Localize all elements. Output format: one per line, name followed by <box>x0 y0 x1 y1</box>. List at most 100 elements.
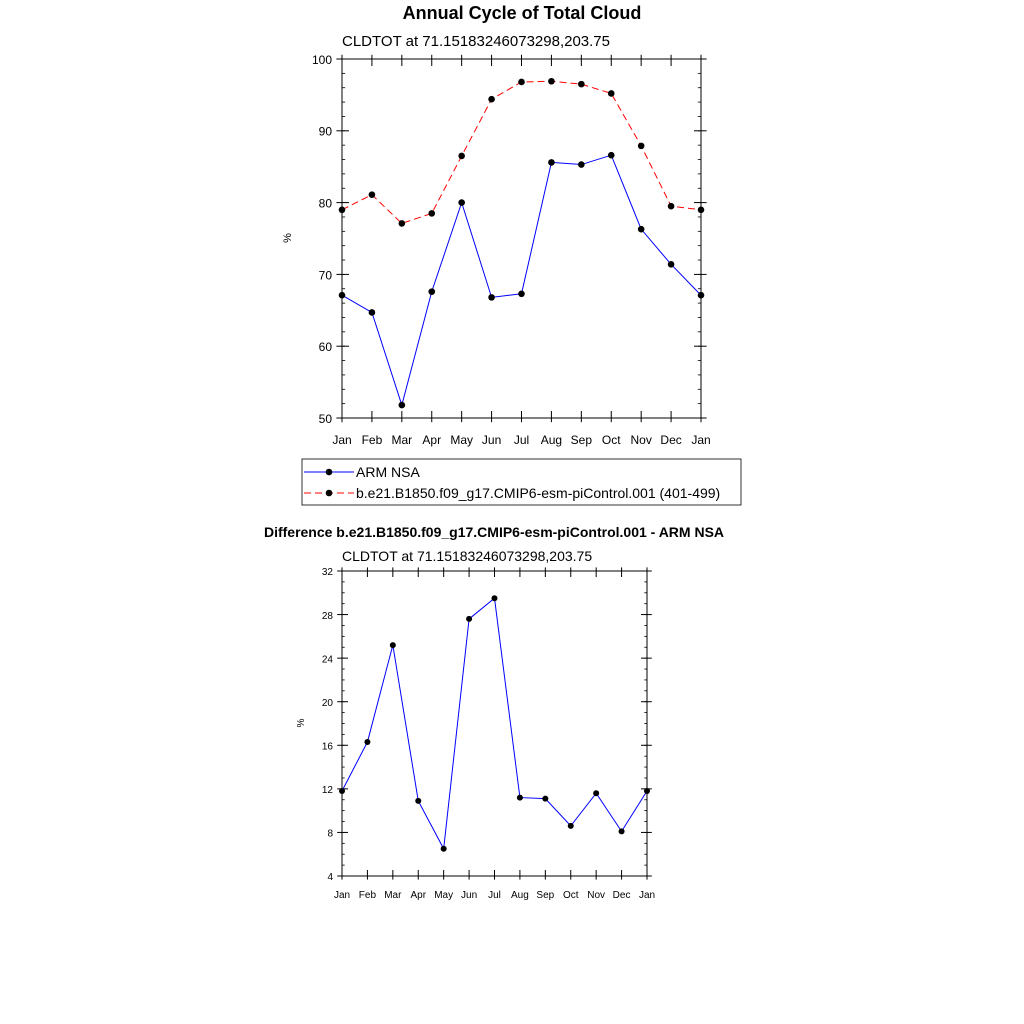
data-point <box>389 642 396 649</box>
legend-item-model: b.e21.B1850.f09_g17.CMIP6-esm-piControl.… <box>304 485 720 501</box>
legend-item-arm-nsa: ARM NSA <box>304 464 420 480</box>
plot-area-frame <box>341 58 702 419</box>
x-tick-label: Apr <box>410 890 426 901</box>
x-tick-label: Oct <box>563 890 579 901</box>
data-point <box>338 291 346 299</box>
x-tick-label: Mar <box>384 890 402 901</box>
data-point <box>415 797 422 804</box>
data-point <box>518 290 525 298</box>
x-tick-label: May <box>450 433 473 447</box>
data-point <box>466 615 473 622</box>
plot-area-frame <box>341 570 648 877</box>
data-point <box>488 294 495 301</box>
x-tick-label: Nov <box>630 433 651 447</box>
x-tick-label: Apr <box>422 433 441 447</box>
data-point <box>637 142 645 150</box>
data-point <box>458 152 465 160</box>
chart-subtitle: CLDTOT at 71.15183246073298,203.75 <box>342 548 592 564</box>
x-tick-label: Jul <box>488 890 501 901</box>
data-point <box>516 794 523 801</box>
x-tick-label: Dec <box>613 890 631 901</box>
data-point <box>667 261 675 268</box>
data-point <box>428 288 436 295</box>
y-tick-label: 16 <box>322 741 334 752</box>
legend-marker-arm-nsa <box>325 468 333 476</box>
axis-ticks <box>336 54 707 423</box>
x-tick-label: Aug <box>511 890 529 901</box>
x-tick-label: Aug <box>541 433 562 447</box>
series-line-0 <box>341 597 648 851</box>
axis-ticks <box>337 567 652 880</box>
series-line-1 <box>341 80 702 224</box>
x-tick-label: Jul <box>514 433 529 447</box>
data-point <box>428 210 436 217</box>
y-tick-label: 4 <box>327 872 333 883</box>
x-tick-label: Feb <box>362 433 383 447</box>
difference-panel: Difference b.e21.B1850.f09_g17.CMIP6-esm… <box>264 524 724 901</box>
data-point <box>644 788 650 795</box>
data-series <box>338 77 705 409</box>
data-point <box>398 220 406 227</box>
data-point <box>578 80 585 88</box>
y-tick-label: 50 <box>319 412 333 426</box>
data-point <box>697 206 705 214</box>
y-tick-label: 28 <box>322 611 334 622</box>
data-point <box>440 845 447 852</box>
data-point <box>637 225 645 233</box>
y-tick-label: 12 <box>322 785 334 796</box>
y-tick-label: 90 <box>319 125 333 139</box>
x-tick-label: Nov <box>587 890 605 901</box>
x-tick-labels: Jan Feb Mar Apr May Jun Jul Aug Sep Oct Nov Dec Jan <box>332 433 710 447</box>
chart-subtitle: CLDTOT at 71.15183246073298,203.75 <box>342 33 610 50</box>
chart-title: Difference b.e21.B1850.f09_g17.CMIP6-esm… <box>264 524 724 540</box>
data-point <box>607 151 615 159</box>
data-point <box>398 401 406 409</box>
x-tick-label: Jan <box>639 890 655 901</box>
data-point <box>618 828 625 835</box>
x-tick-label: Sep <box>571 433 593 447</box>
y-tick-label: 32 <box>322 567 334 578</box>
y-tick-label: 8 <box>327 829 333 840</box>
x-tick-label: Jan <box>334 890 350 901</box>
x-tick-label: Jan <box>691 433 710 447</box>
data-point <box>697 291 705 299</box>
x-tick-label: Mar <box>391 433 412 447</box>
legend-label-arm-nsa: ARM NSA <box>356 464 420 480</box>
x-tick-label: Dec <box>660 433 681 447</box>
data-point <box>593 790 600 797</box>
data-point <box>518 78 525 86</box>
x-tick-label: Jun <box>482 433 501 447</box>
data-point <box>458 199 465 206</box>
chart-title: Annual Cycle of Total Cloud <box>403 3 642 23</box>
y-tick-label: 70 <box>319 268 333 282</box>
data-point <box>578 161 585 168</box>
y-tick-label: 100 <box>312 53 332 67</box>
data-point <box>548 159 555 166</box>
legend-marker-model <box>325 489 333 497</box>
annual-cycle-panel: Annual Cycle of Total Cloud CLDTOT at 71… <box>282 3 742 506</box>
data-point <box>491 595 498 602</box>
data-point <box>567 822 574 829</box>
data-series <box>339 595 650 852</box>
x-tick-labels: Jan Feb Mar Apr May Jun Jul Aug Sep Oct Nov Dec Jan <box>334 890 655 901</box>
x-tick-label: Feb <box>359 890 377 901</box>
y-tick-labels: 50 60 70 80 90 100 <box>312 53 332 426</box>
legend: ARM NSA b.e21.B1850.f09_g17.CMIP6-esm-pi… <box>301 458 742 506</box>
y-tick-labels: 4 8 12 16 20 24 28 32 <box>322 567 334 883</box>
data-point <box>339 788 345 795</box>
data-point <box>488 95 495 103</box>
data-point <box>338 206 346 214</box>
data-point <box>607 90 615 97</box>
x-tick-label: Oct <box>602 433 621 447</box>
legend-box <box>301 458 742 506</box>
y-tick-label: 80 <box>319 197 333 211</box>
y-axis-unit-label: % <box>282 233 294 243</box>
x-tick-label: Jan <box>332 433 351 447</box>
data-point <box>667 202 675 210</box>
y-tick-label: 20 <box>322 698 334 709</box>
x-tick-label: May <box>434 890 453 901</box>
series-line-0 <box>341 154 702 407</box>
x-tick-label: Jun <box>461 890 477 901</box>
y-axis-unit-label: % <box>296 718 307 727</box>
